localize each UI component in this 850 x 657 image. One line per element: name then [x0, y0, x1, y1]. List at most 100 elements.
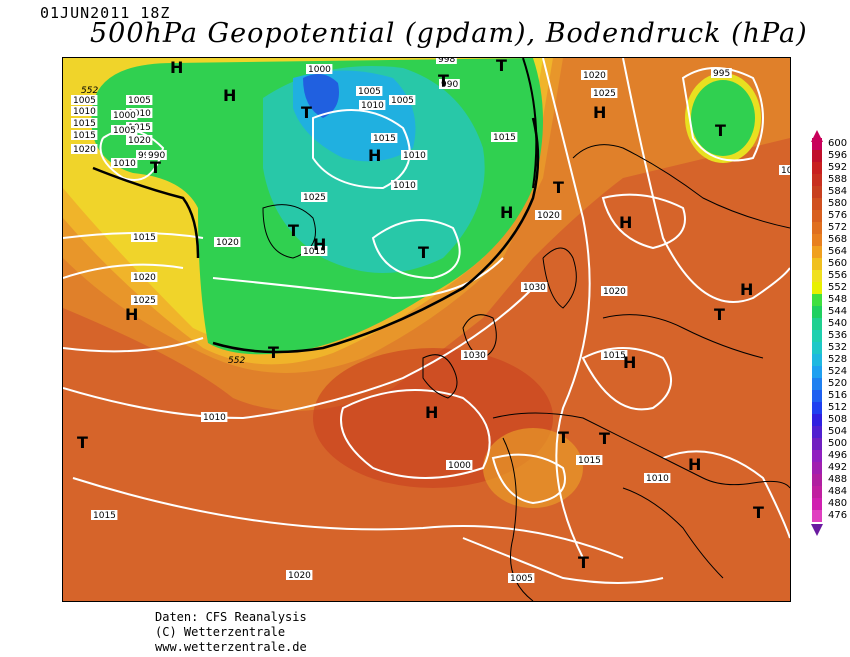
legend-label: 552: [828, 282, 848, 293]
isobar-label: 1010: [128, 109, 151, 119]
high-pressure-marker: H: [593, 103, 606, 122]
isobar-label-bg: [601, 286, 628, 296]
legend-label: 492: [828, 462, 848, 473]
legend-swatch: [812, 402, 822, 415]
legend-swatch: [812, 210, 822, 223]
isobar-label: 1025: [593, 89, 616, 99]
legend-swatch: [812, 366, 822, 379]
legend-label: 488: [828, 474, 848, 485]
map-canvas: 1000998990100510101015102010251030100510…: [63, 58, 790, 601]
high-pressure-marker: H: [223, 86, 236, 105]
high-pressure-marker: H: [619, 213, 632, 232]
isobar-label-bg: [535, 210, 562, 220]
isobar-label: 1005: [113, 126, 136, 136]
isobar-label: 1005: [510, 574, 533, 584]
isobar-label-bg: [581, 70, 608, 80]
high-pressure-marker: H: [125, 305, 138, 324]
credit-url[interactable]: www.wetterzentrale.de: [155, 640, 307, 654]
low-pressure-marker: T: [288, 221, 299, 240]
legend-swatch: [812, 330, 822, 343]
legend-swatch: [812, 258, 822, 271]
high-pressure-marker: H: [170, 58, 183, 77]
legend-swatch: [812, 198, 822, 211]
legend-label: 512: [828, 402, 848, 413]
weather-map: 1000 998 990 1005 1010 1015 1020 1025 1030 1005 10…: [62, 57, 791, 602]
legend-swatch: [812, 270, 822, 283]
low-pressure-marker: T: [301, 103, 312, 122]
legend-swatch: [812, 510, 822, 523]
isobar-label-bg: [91, 510, 118, 520]
legend-label: 524: [828, 366, 848, 377]
isobar-label: 1015: [493, 133, 516, 143]
legend-label: 600: [828, 138, 848, 149]
isobar-label: 1020: [537, 211, 560, 221]
isobar-label-bg: [356, 86, 383, 96]
legend-label: 540: [828, 318, 848, 329]
isobar-label-bg: [391, 180, 418, 190]
isobar-label: 1010: [203, 413, 226, 423]
map-title: 500hPa Geopotential (gpdam), Bodendruck …: [90, 18, 808, 49]
high-pressure-marker: H: [368, 146, 381, 165]
low-pressure-marker: T: [418, 243, 429, 262]
legend-swatch: [812, 282, 822, 295]
isobar-label: 1015: [128, 123, 151, 133]
low-pressure-marker: T: [150, 158, 161, 177]
low-pressure-marker: T: [438, 71, 449, 90]
legend-label: 500: [828, 438, 848, 449]
high-pressure-marker: H: [740, 280, 753, 299]
isobar-label-bg: [644, 473, 671, 483]
isobar-label: 995: [713, 69, 730, 79]
legend-label: 560: [828, 258, 848, 269]
legend-swatch: [812, 306, 822, 319]
isobar-label: 1025: [133, 296, 156, 306]
legend-swatch: [812, 138, 822, 151]
date-label: 01JUN2011 18Z: [40, 4, 171, 22]
isobar-label: 998: [438, 58, 455, 65]
legend-swatch: [812, 222, 822, 235]
isobar-label-bg: [111, 125, 138, 135]
legend-label: 572: [828, 222, 848, 233]
isobar-label-bg: [126, 122, 153, 132]
legend-label: 504: [828, 426, 848, 437]
low-pressure-marker: T: [553, 178, 564, 197]
low-pressure-marker: T: [714, 305, 725, 324]
legend-swatch: [812, 162, 822, 175]
credit-copyright: (C) Wetterzentrale: [155, 625, 286, 639]
isobar-label: 1030: [523, 283, 546, 293]
isobar-label-bg: [71, 118, 98, 128]
isobar-label-bg: [126, 135, 153, 145]
isobar-label-bg: [71, 95, 98, 105]
isobar-label-bg: [446, 460, 473, 470]
isobar-label: 1020: [128, 136, 151, 146]
legend-swatch: [812, 150, 822, 163]
isobar-label-bg: [779, 165, 790, 175]
isobar-label: 1010: [113, 159, 136, 169]
isobar-label-bg: [71, 144, 98, 154]
isobar-label-bg: [71, 106, 98, 116]
isobar-label: 1030: [463, 351, 486, 361]
isobar-label-bg: [711, 68, 732, 78]
high-pressure-marker: H: [313, 235, 326, 254]
legend-label: 528: [828, 354, 848, 365]
legend-label: 580: [828, 198, 848, 209]
legend-swatch: [812, 498, 822, 511]
isobar-label-bg: [71, 130, 98, 140]
isobar-label-bg: [146, 150, 167, 160]
legend-swatch: [812, 474, 822, 487]
isobar-label: 1015: [603, 351, 626, 361]
legend-swatch: [812, 234, 822, 247]
isobar-label-bg: [111, 158, 138, 168]
isobar-label: 1020: [603, 287, 626, 297]
legend-swatch: [812, 450, 822, 463]
color-scale-legend: 600 596 592 588 584 580 576 572 568 564 560 556 552 5…: [810, 130, 850, 536]
legend-label: 564: [828, 246, 848, 257]
isobar-label: 990: [148, 151, 165, 161]
low-pressure-marker: T: [77, 433, 88, 452]
isobar-label-bg: [371, 133, 398, 143]
isobar-label: 1010: [403, 151, 426, 161]
isobar-label-bg: [439, 79, 460, 89]
high-pressure-marker: H: [500, 203, 513, 222]
legend-color-bar: [812, 138, 822, 523]
isobar-label-bg: [461, 350, 488, 360]
legend-label: 568: [828, 234, 848, 245]
